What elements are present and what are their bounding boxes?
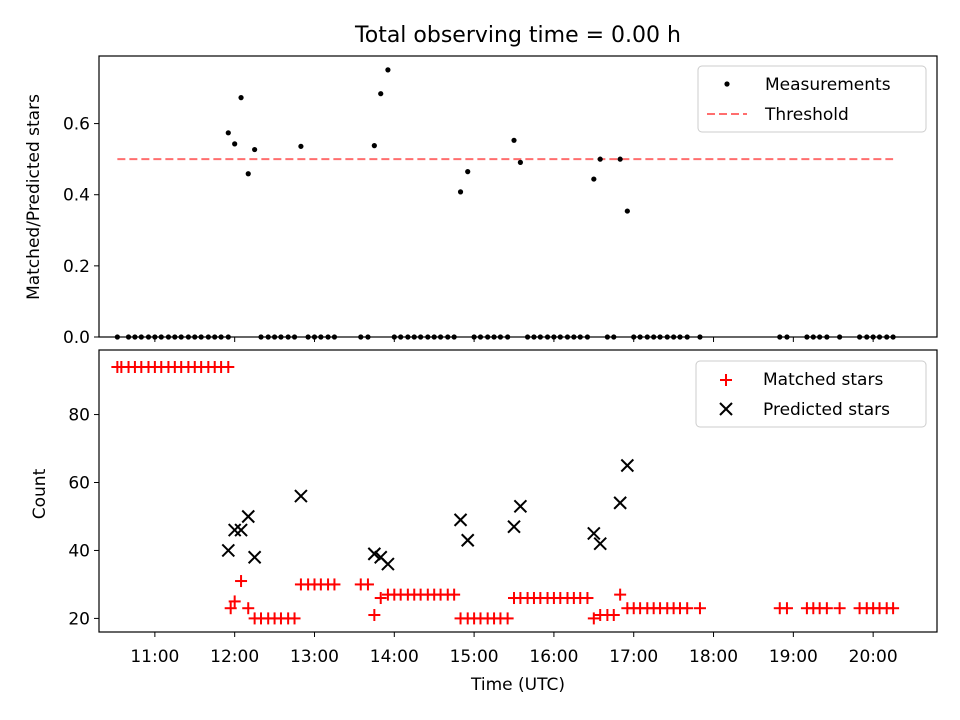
predicted-point (247, 550, 262, 564)
top-legend-box (697, 65, 927, 133)
predicted-point (513, 499, 528, 513)
bottom-xtick-label: 17:00 (609, 647, 658, 667)
predicted-point (593, 536, 607, 551)
predicted-point (587, 526, 601, 541)
measurement-point (238, 95, 244, 101)
measurement-point (511, 137, 517, 143)
legend-predicted-marker (719, 402, 733, 416)
matched-point (242, 602, 255, 615)
bottom-ytick-label: 40 (68, 541, 90, 561)
top-panel: 0.0 0.2 0.4 0.6 Matched/Predicted stars Mea… (24, 55, 938, 348)
bottom-xtick-label: 11:00 (130, 647, 179, 667)
bottom-ytick-label: 80 (68, 406, 90, 426)
bottom-xtick-label: 16:00 (529, 647, 578, 667)
matched-point (693, 602, 706, 615)
predicted-point (613, 496, 627, 510)
measurement-point (624, 208, 630, 214)
predicted-point (367, 547, 382, 561)
figure-title: Total observing time = 0.00 h (354, 23, 681, 48)
bottom-ytick-label: 60 (68, 474, 90, 494)
measurement-point (252, 146, 258, 153)
measurement-point (245, 171, 251, 177)
predicted-point (620, 458, 635, 473)
legend-predicted-label: Predicted stars (763, 400, 890, 420)
top-ylabel: Matched/Predicted stars (24, 94, 44, 300)
top-legend: Measurements Threshold (697, 65, 927, 133)
predicted-point (507, 519, 521, 534)
bottom-ytick-label: 20 (68, 609, 90, 629)
bottom-legend-box (695, 360, 927, 428)
matched-point (614, 588, 627, 601)
matched-point (328, 578, 341, 591)
measurement-point (378, 91, 384, 97)
matched-point (235, 575, 248, 588)
matched-point (780, 602, 793, 615)
measurement-point (385, 67, 391, 73)
legend-matched-marker (720, 374, 732, 386)
bottom-axes-frame (98, 349, 938, 633)
top-yticks: 0.0 0.2 0.4 0.6 (63, 115, 99, 348)
matched-point (820, 602, 833, 615)
top-axes-frame (98, 55, 938, 338)
matched-point (361, 578, 374, 591)
predicted-point (453, 513, 468, 527)
matched-point (501, 612, 514, 625)
predicted-point (241, 509, 255, 524)
matched-point (833, 602, 846, 615)
bottom-xticks: 11:00 12:00 13:00 14:00 15:00 16:00 17:00 18:00… (130, 632, 898, 667)
bottom-ylabel: Count (30, 468, 50, 519)
matched-point (374, 592, 387, 605)
measurement-point (591, 176, 597, 182)
measurement-point (597, 156, 603, 162)
predicted-point (221, 543, 235, 558)
bottom-xtick-label: 19:00 (769, 647, 818, 667)
legend-matched-label: Matched stars (763, 370, 883, 390)
measurement-point (371, 143, 377, 149)
legend-threshold-label: Threshold (764, 105, 849, 125)
bottom-yticks: 20 40 60 80 (68, 406, 99, 629)
predicted-point (381, 557, 395, 571)
top-ytick-label: 0.4 (63, 186, 90, 206)
top-ytick-label: 0.6 (63, 115, 90, 135)
bottom-marks (111, 360, 900, 625)
bottom-xtick-label: 20:00 (849, 647, 898, 667)
matched-point (224, 602, 237, 615)
measurement-point (457, 189, 464, 195)
matched-point (222, 360, 235, 373)
measurement-point (225, 130, 231, 136)
top-ytick-label: 0.0 (63, 328, 90, 348)
matched-point (681, 602, 694, 615)
top-xticks (154, 337, 874, 342)
measurement-point (232, 141, 238, 147)
bottom-xtick-label: 15:00 (450, 647, 499, 667)
matched-point (228, 595, 241, 608)
legend-measurements-label: Measurements (765, 75, 891, 95)
bottom-xtick-label: 13:00 (290, 647, 339, 667)
measurement-point (517, 159, 523, 165)
bottom-xlabel: Time (UTC) (470, 675, 565, 695)
bottom-xtick-label: 12:00 (210, 647, 259, 667)
bottom-xtick-label: 18:00 (689, 647, 738, 667)
bottom-xtick-label: 14:00 (370, 647, 419, 667)
measurement-point (465, 169, 471, 175)
predicted-point (234, 523, 248, 537)
predicted-point (227, 523, 242, 537)
matched-point (581, 592, 594, 605)
legend-measurements-marker (724, 81, 730, 87)
matched-point (448, 588, 461, 601)
predicted-point (294, 489, 308, 503)
bottom-legend: Matched stars Predicted stars (695, 360, 927, 428)
top-ytick-label: 0.2 (63, 257, 90, 277)
matched-point (288, 612, 301, 625)
measurement-point (298, 143, 304, 149)
matched-point (587, 612, 600, 625)
predicted-point (461, 533, 475, 547)
matched-point (887, 602, 900, 615)
matched-point (368, 609, 381, 622)
measurement-point (617, 156, 623, 162)
matched-point (607, 609, 620, 622)
